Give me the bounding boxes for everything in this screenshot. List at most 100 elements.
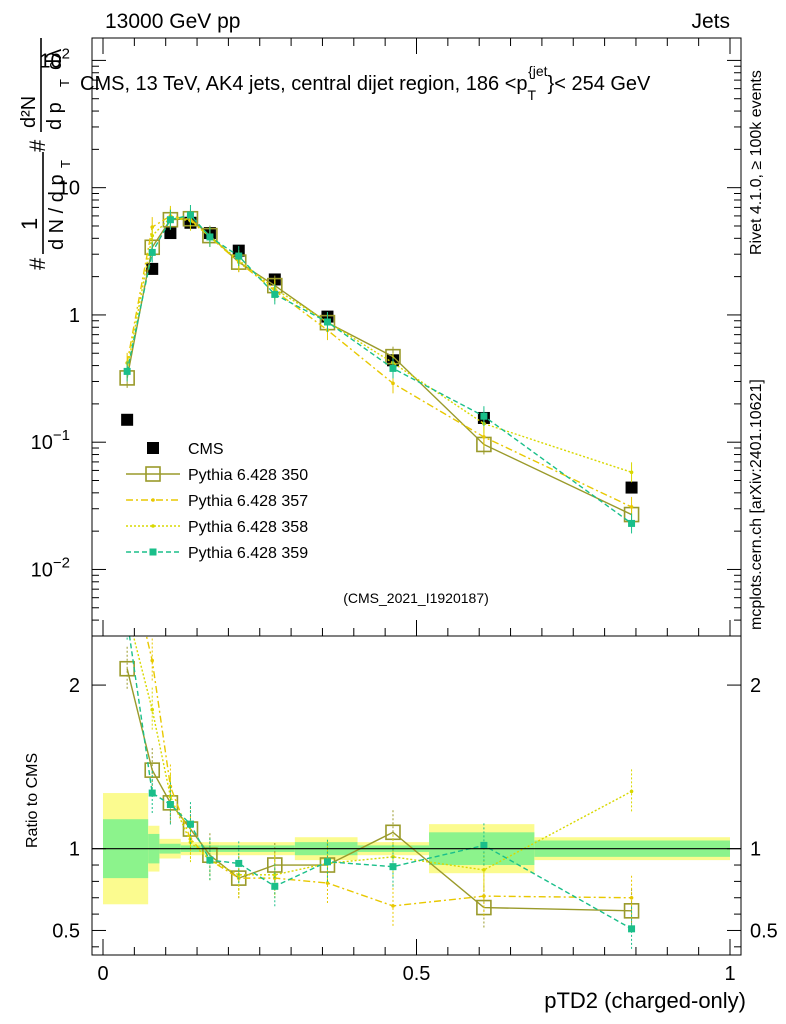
ratio-y-tick-label: 0.5 [52,920,80,942]
y-tick-label: 10−1 [31,427,70,454]
ratio-point [480,841,488,849]
data-point [323,318,331,326]
legend-item: Pythia 6.428 359 [126,545,308,562]
data-point [164,227,177,240]
rivet-label: Rivet 4.1.0, ≥ 100k events [748,70,765,255]
data-point [166,216,174,224]
y-tick-label: 1 [69,305,80,327]
ratio-point [389,863,397,871]
svg-text:#: # [25,139,50,152]
ratio-series [119,552,640,951]
data-point [148,248,156,256]
legend-marker [149,548,157,556]
mcplots-label: mcplots.cern.ch [arXiv:2401.10621] [748,379,765,630]
ratio-frame [91,635,742,956]
ratio-point [188,840,193,844]
series-line [126,215,632,508]
ratio-y-tick-label: 2 [69,675,80,697]
legend-marker [151,524,155,528]
category-label: Jets [691,10,730,33]
legend-item: Pythia 6.428 358 [126,519,308,536]
ratio-y-tick-label: 1 [69,839,80,861]
x-axis-label: pTD2 (charged-only) [544,988,746,1013]
y-tick-label: 10−2 [31,554,70,581]
data-point [235,252,243,260]
ratio-point [629,789,634,794]
main-series [119,204,640,534]
ratio-point [271,882,279,890]
legend-marker [147,442,159,454]
ratio-y-tick-label-right: 0.5 [750,920,778,942]
ratio-point [482,868,486,872]
data-point [271,290,279,298]
legend-label: Pythia 6.428 358 [188,519,308,536]
data-point [186,211,194,219]
ratio-y-tick-label-right: 1 [750,839,761,861]
x-tick-label: 0.5 [403,963,431,985]
data-point [123,367,131,375]
svg-text:d²N: d²N [18,96,40,128]
ratio-point [629,895,634,900]
x-tick-label: 0 [97,963,108,985]
data-point [391,381,395,386]
data-point [206,233,214,241]
ratio-line [132,636,632,876]
ratio-line [128,636,632,930]
ratio-point [628,925,636,933]
svg-text:d N / d p: d N / d p [46,174,68,250]
energy-label: 13000 GeV pp [105,10,240,33]
ratio-point [206,856,214,864]
svg-text:T: T [57,79,72,87]
legend: CMS Pythia 6.428 350 Pythia 6.428 357 Pythi… [126,441,308,562]
data-point [480,412,488,420]
legend-label: Pythia 6.428 359 [188,545,308,562]
ratio-point [144,762,161,778]
data-point [121,413,134,426]
y-tick-label: 10 [58,178,80,200]
ratio-point [186,820,194,828]
legend-item: Pythia 6.428 350 [126,466,308,484]
ratio-point [150,707,155,712]
y-axis-label: # 1 d N / d p T # d²N d p T dλ [17,38,73,270]
plot-title: CMS, 13 TeV, AK4 jets, central dijet reg… [80,63,651,103]
ratio-point [150,658,155,663]
legend-label: CMS [188,441,224,458]
ratio-line [126,668,632,912]
ratio-point [166,800,174,808]
data-point [389,364,397,372]
legend-marker [151,498,155,502]
legend-item: Pythia 6.428 357 [126,493,308,510]
data-point [628,519,636,527]
data-point [150,233,155,238]
data-point [629,470,634,475]
ratio-point [323,858,331,866]
ratio-point [482,894,486,898]
analysis-id: (CMS_2021_I1920187) [343,590,489,606]
legend-marker [145,466,161,482]
y-tick-label: 102 [39,45,70,72]
ratio-point [125,552,129,556]
svg-text:#: # [25,257,50,270]
data-point [482,435,486,439]
legend-item: CMS [147,441,224,458]
svg-text:dλ: dλ [44,49,66,70]
ratio-point [148,789,156,797]
data-point [625,481,638,494]
ratio-axis-label: Ratio to CMS [24,753,41,848]
legend-label: Pythia 6.428 350 [188,467,308,484]
svg-text:T: T [58,160,73,168]
ratio-point [235,859,243,867]
svg-text:d p: d p [44,102,66,130]
ratio-point [272,873,277,877]
ratio-point [124,616,131,623]
data-point [629,505,634,509]
ratio-point [391,904,395,908]
ratio-y-tick-label-right: 2 [750,675,761,697]
x-tick-label: 1 [724,963,735,985]
series-line [126,217,632,473]
svg-text:1: 1 [17,218,42,230]
ratio-point [125,610,129,614]
legend-label: Pythia 6.428 357 [188,493,308,510]
axes: 10−2 10−1 1 10 102 0.5 0.5 1 1 2 2 0 0.5 1 [31,37,778,985]
